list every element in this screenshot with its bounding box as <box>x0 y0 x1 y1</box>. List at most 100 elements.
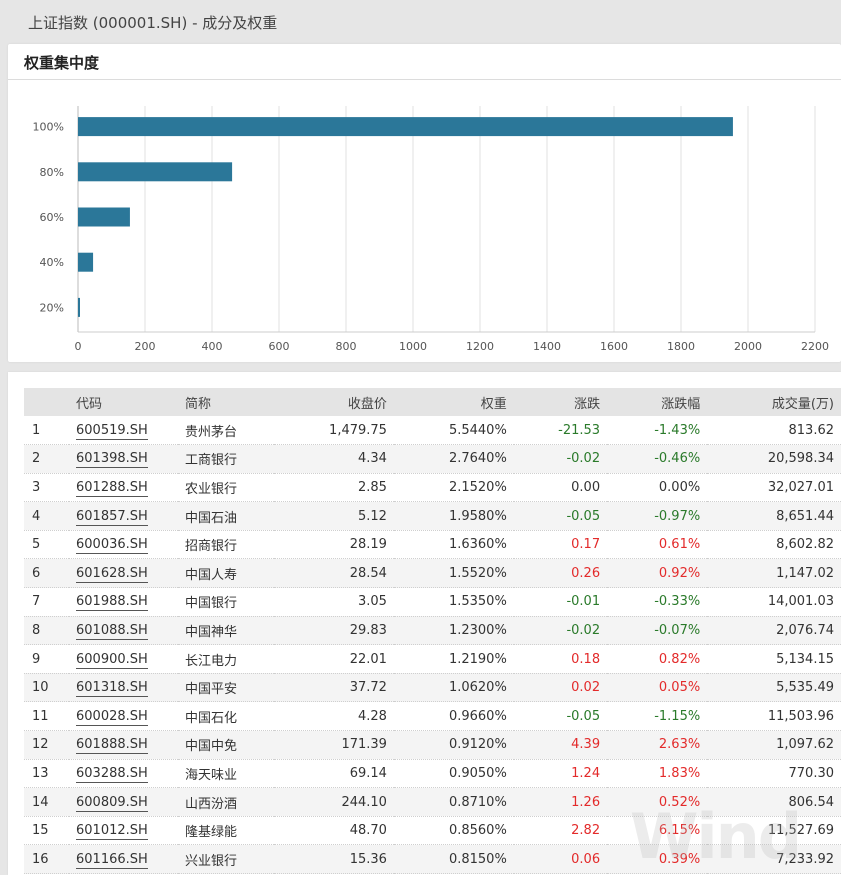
stock-code-link[interactable]: 601988.SH <box>76 594 148 612</box>
pct-change-value-cell: 0.05% <box>607 673 707 702</box>
table-row[interactable]: 9 600900.SH 长江电力 22.01 1.2190% 0.18 0.82% 5,134… <box>24 645 841 674</box>
pct-change-value-cell: -1.15% <box>607 702 707 731</box>
x-tick-label: 1400 <box>533 340 561 353</box>
stock-code-link[interactable]: 601318.SH <box>76 680 148 698</box>
pct-change-value: -0.07% <box>654 622 701 638</box>
col-close[interactable]: 收盘价 <box>347 396 387 412</box>
table-row[interactable]: 15 601012.SH 隆基绿能 48.70 0.8560% 2.82 6.15% 11,5… <box>24 816 841 845</box>
table-row[interactable]: 8 601088.SH 中国神华 29.83 1.2300% -0.02 -0.07% 2,0… <box>24 616 841 645</box>
stock-code-link[interactable]: 600809.SH <box>76 794 148 812</box>
close-price: 28.19 <box>349 537 387 553</box>
stock-name: 隆基绿能 <box>185 825 238 841</box>
volume-value-cell: 8,602.82 <box>707 530 841 559</box>
row-index-cell: 11 <box>24 702 69 731</box>
table-row[interactable]: 12 601888.SH 中国中免 171.39 0.9120% 4.39 2.63% 1,0… <box>24 730 841 760</box>
close-price: 2.85 <box>357 479 387 495</box>
stock-name-cell: 山西汾酒 <box>178 788 274 817</box>
close-price: 28.54 <box>349 565 387 581</box>
volume-value-cell: 1,097.62 <box>707 731 841 760</box>
bar-80pct[interactable] <box>78 162 233 182</box>
stock-name: 中国中免 <box>185 739 238 755</box>
stock-name-cell: 中国银行 <box>178 588 274 617</box>
table-row[interactable]: 6 601628.SH 中国人寿 28.54 1.5520% 0.26 0.92% 1,147… <box>24 558 841 588</box>
stock-name-cell: 农业银行 <box>178 473 274 502</box>
stock-code-link[interactable]: 600900.SH <box>76 651 148 669</box>
stock-name-cell: 中国中免 <box>178 731 274 760</box>
bar-100pct[interactable] <box>78 117 733 137</box>
weight-value: 1.0620% <box>448 680 507 696</box>
volume-value: 1,147.02 <box>776 565 834 581</box>
close-price: 1,479.75 <box>329 422 387 438</box>
table-row[interactable]: 7 601988.SH 中国银行 3.05 1.5350% -0.01 -0.33% 14,0… <box>24 588 841 617</box>
close-price: 5.12 <box>357 508 387 524</box>
volume-value: 1,097.62 <box>776 737 834 753</box>
col-code[interactable]: 代码 <box>76 396 103 412</box>
stock-code-link[interactable]: 601628.SH <box>76 565 148 583</box>
row-index: 4 <box>32 508 41 524</box>
stock-name: 招商银行 <box>185 539 238 555</box>
stock-code-link[interactable]: 601888.SH <box>76 737 148 755</box>
bar-20pct[interactable] <box>78 297 80 317</box>
row-index-cell: 1 <box>24 416 69 445</box>
table-row[interactable]: 10 601318.SH 中国平安 37.72 1.0620% 0.02 0.05% 5,53… <box>24 673 841 702</box>
table-row[interactable]: 13 603288.SH 海天味业 69.14 0.9050% 1.24 1.83% 770.… <box>24 759 841 788</box>
pct-change-value: -0.46% <box>654 451 701 467</box>
stock-code-link[interactable]: 601166.SH <box>76 851 148 869</box>
col-name[interactable]: 简称 <box>185 396 212 412</box>
volume-value: 7,233.92 <box>776 851 834 867</box>
stock-code-link[interactable]: 601088.SH <box>76 622 148 640</box>
col-pct-change[interactable]: 涨跌幅 <box>661 396 701 412</box>
bar-60pct[interactable] <box>78 207 130 227</box>
stock-code-link[interactable]: 601288.SH <box>76 479 148 497</box>
close-price-cell: 2.85 <box>274 473 394 502</box>
table-row[interactable]: 4 601857.SH 中国石油 5.12 1.9580% -0.05 -0.97% 8,65… <box>24 501 841 531</box>
table-row[interactable]: 11 600028.SH 中国石化 4.28 0.9660% -0.05 -1.15% 11,… <box>24 702 841 731</box>
stock-code-link[interactable]: 600036.SH <box>76 537 148 555</box>
change-value-cell: 0.06 <box>514 845 607 874</box>
stock-code-link[interactable]: 603288.SH <box>76 765 148 783</box>
bar-40pct[interactable] <box>78 252 94 272</box>
table-row[interactable]: 3 601288.SH 农业银行 2.85 2.1520% 0.00 0.00% 32,027… <box>24 473 841 502</box>
stock-code-link[interactable]: 600519.SH <box>76 422 148 440</box>
close-price-cell: 171.39 <box>274 731 394 760</box>
stock-code-link-cell: 601628.SH <box>69 559 178 588</box>
stock-code-link-cell: 601888.SH <box>69 731 178 760</box>
table-row[interactable]: 14 600809.SH 山西汾酒 244.10 0.8710% 1.26 0.52% 806… <box>24 787 841 817</box>
weight-value-cell: 1.2190% <box>394 645 514 674</box>
weight-value: 0.8710% <box>448 794 507 810</box>
stock-code-link[interactable]: 601398.SH <box>76 451 148 469</box>
stock-code-link[interactable]: 600028.SH <box>76 708 148 726</box>
col-volume[interactable]: 成交量(万) <box>771 396 834 412</box>
pct-change-value-cell: -0.46% <box>607 445 707 474</box>
weight-value-cell: 2.1520% <box>394 473 514 502</box>
change-value: -0.02 <box>566 451 601 467</box>
change-value: 2.82 <box>571 823 601 839</box>
table-row[interactable]: 1 600519.SH 贵州茅台 1,479.75 5.5440% -21.53 -1.43… <box>24 416 841 445</box>
col-change[interactable]: 涨跌 <box>574 396 601 412</box>
row-index-cell: 15 <box>24 816 69 845</box>
table-row[interactable]: 16 601166.SH 兴业银行 15.36 0.8150% 0.06 0.39% 7,23… <box>24 844 841 874</box>
table-row[interactable]: 2 601398.SH 工商银行 4.34 2.7640% -0.02 -0.46% 20,5… <box>24 444 841 474</box>
row-index: 2 <box>32 451 41 467</box>
stock-code-link[interactable]: 601857.SH <box>76 508 148 526</box>
constituents-table: 代码 简称 收盘价 权重 涨跌 涨跌幅 成交量(万) 1 600519.SH 贵州茅… <box>24 388 841 874</box>
y-tick-label: 60% <box>40 211 64 224</box>
close-price: 29.83 <box>349 622 387 638</box>
stock-code-link[interactable]: 601012.SH <box>76 823 148 841</box>
change-value-cell: -0.02 <box>514 445 607 474</box>
change-value: 0.02 <box>571 680 601 696</box>
change-value-cell: 0.26 <box>514 559 607 588</box>
change-value-cell: 2.82 <box>514 816 607 845</box>
y-tick-label: 100% <box>33 121 64 134</box>
stock-name: 农业银行 <box>185 481 238 497</box>
x-tick-label: 1200 <box>466 340 494 353</box>
window-title: 上证指数 (000001.SH) - 成分及权重 <box>28 14 278 32</box>
pct-change-value: -1.43% <box>654 422 701 438</box>
close-price: 3.05 <box>357 594 387 610</box>
weight-value-cell: 0.9660% <box>394 702 514 731</box>
change-value-cell: 0.17 <box>514 530 607 559</box>
col-weight[interactable]: 权重 <box>480 396 507 412</box>
weight-value: 1.2300% <box>448 622 507 638</box>
table-row[interactable]: 5 600036.SH 招商银行 28.19 1.6360% 0.17 0.61% 8,602… <box>24 530 841 559</box>
change-value: 0.00 <box>571 479 601 495</box>
